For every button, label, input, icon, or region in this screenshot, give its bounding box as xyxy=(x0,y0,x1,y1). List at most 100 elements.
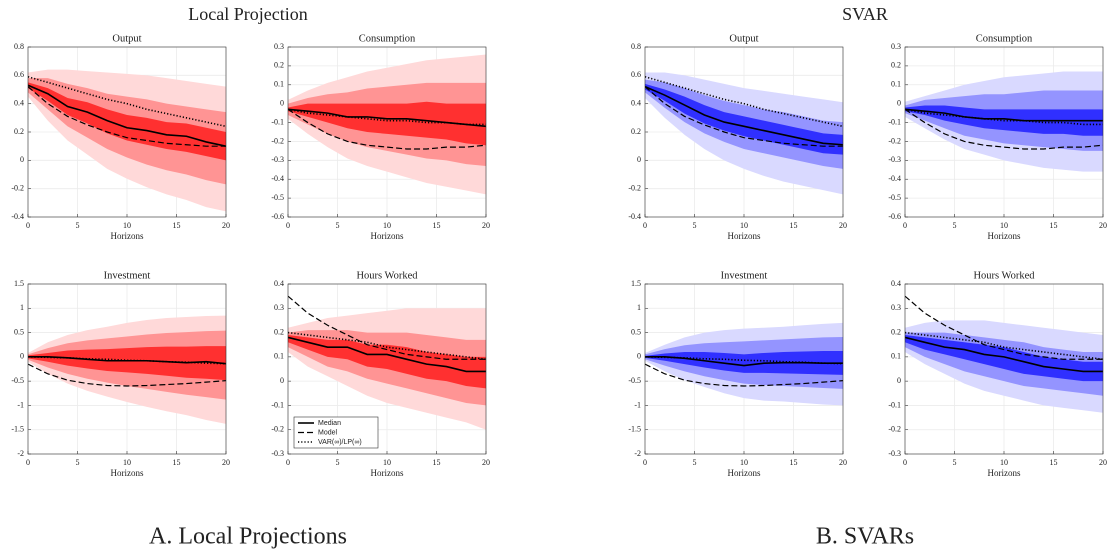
y-tick-label: -0.6 xyxy=(271,212,284,221)
y-tick-label: 0.5 xyxy=(14,327,24,336)
y-tick-label: 0 xyxy=(897,98,901,107)
subplot-title: Consumption xyxy=(359,33,416,44)
x-tick-label: 0 xyxy=(286,458,290,467)
y-tick-label: -0.3 xyxy=(888,449,901,458)
line xyxy=(28,84,226,147)
line xyxy=(905,336,1103,373)
y-tick-label: -0.3 xyxy=(271,155,284,164)
line xyxy=(905,108,1103,126)
x-tick-label: 5 xyxy=(76,458,80,467)
legend-label: Model xyxy=(318,429,338,436)
x-tick-label: 0 xyxy=(26,458,30,467)
line xyxy=(288,336,486,373)
x-tick-label: 0 xyxy=(643,458,647,467)
y-tick-label: 0.4 xyxy=(631,98,641,107)
line xyxy=(905,108,1103,150)
y-tick-label: -0.4 xyxy=(628,212,641,221)
plot-content xyxy=(288,295,486,430)
line xyxy=(288,331,486,361)
plot-content xyxy=(28,315,226,424)
line xyxy=(28,86,226,147)
band xyxy=(905,335,1103,382)
x-tick-label: 20 xyxy=(839,458,847,467)
x-axis-label: Horizons xyxy=(728,468,761,478)
line xyxy=(645,75,843,128)
x-tick-label: 5 xyxy=(336,458,340,467)
subplot: -0.6 -0.5 -0.4 -0.3 -0.2 -0.1 0 0.1 0.2 0.3 0 5 10 15… xyxy=(888,33,1107,241)
line xyxy=(288,295,486,360)
x-tick-label: 10 xyxy=(1000,458,1008,467)
line xyxy=(28,363,226,387)
y-tick-label: -0.4 xyxy=(271,174,284,183)
x-tick-label: 20 xyxy=(1099,221,1107,230)
subplot: -0.6 -0.5 -0.4 -0.3 -0.2 -0.1 0 0.1 0.2 0.3 0 5 10 15… xyxy=(271,33,490,241)
group-caption: B. SVARs xyxy=(816,524,914,550)
y-tick-label: 0 xyxy=(897,376,901,385)
subplot-title: Output xyxy=(112,33,141,44)
x-tick-label: 15 xyxy=(1050,221,1058,230)
y-tick-label: 0.4 xyxy=(274,279,284,288)
x-tick-label: 15 xyxy=(433,458,441,467)
plot-content xyxy=(645,72,843,195)
band xyxy=(288,335,486,389)
subplot-title: Consumption xyxy=(976,33,1033,44)
x-tick-label: 5 xyxy=(336,221,340,230)
x-axis-label: Horizons xyxy=(988,231,1021,241)
x-tick-label: 15 xyxy=(173,458,181,467)
band xyxy=(645,351,843,375)
x-tick-label: 0 xyxy=(26,221,30,230)
subplot-title: Hours Worked xyxy=(356,270,418,281)
subplot-title: Investment xyxy=(104,270,151,281)
line xyxy=(905,331,1103,361)
x-tick-label: 5 xyxy=(693,458,697,467)
line xyxy=(645,86,843,147)
line xyxy=(288,108,486,126)
line xyxy=(288,108,486,150)
plot-content xyxy=(28,69,226,212)
y-tick-label: -0.3 xyxy=(888,155,901,164)
axes-frame xyxy=(287,283,487,455)
y-tick-label: -0.5 xyxy=(271,193,284,202)
y-tick-label: -0.6 xyxy=(888,212,901,221)
y-tick-label: -0.3 xyxy=(271,449,284,458)
y-tick-label: -0.1 xyxy=(888,400,901,409)
y-tick-label: 0.3 xyxy=(891,303,901,312)
y-tick-label: 0.1 xyxy=(274,352,284,361)
y-tick-label: 1 xyxy=(637,303,641,312)
y-tick-label: 0.1 xyxy=(274,80,284,89)
x-tick-label: 5 xyxy=(953,221,957,230)
axes-frame xyxy=(644,46,844,218)
x-tick-label: 15 xyxy=(790,458,798,467)
line xyxy=(905,108,1103,122)
y-tick-label: -0.5 xyxy=(628,376,641,385)
y-tick-label: 0.4 xyxy=(14,98,24,107)
x-axis-label: Horizons xyxy=(988,468,1021,478)
x-axis-label: Horizons xyxy=(371,231,404,241)
y-tick-label: -0.5 xyxy=(11,376,24,385)
plot-content xyxy=(905,295,1103,413)
y-tick-label: -1 xyxy=(17,400,24,409)
subplot-title: Hours Worked xyxy=(973,270,1035,281)
x-tick-label: 20 xyxy=(482,221,490,230)
x-tick-label: 5 xyxy=(76,221,80,230)
x-tick-label: 10 xyxy=(740,458,748,467)
axes-frame xyxy=(27,46,227,218)
x-tick-label: 5 xyxy=(953,458,957,467)
x-axis-label: Horizons xyxy=(111,231,144,241)
y-tick-label: 0 xyxy=(280,98,284,107)
subplot: -0.3 -0.2 -0.1 0 0.1 0.2 0.3 0.4 0 5 10 15 20 Hours W… xyxy=(271,270,490,478)
y-tick-label: 0.2 xyxy=(14,127,24,136)
x-tick-label: 0 xyxy=(643,221,647,230)
y-tick-label: 0 xyxy=(20,155,24,164)
x-tick-label: 15 xyxy=(1050,458,1058,467)
line xyxy=(905,295,1103,360)
subplot: -2 -1.5 -1 -0.5 0 0.5 1 1.5 0 5 10 15 20 Investment Ho… xyxy=(628,270,847,478)
plot-content xyxy=(645,322,843,406)
y-tick-label: 0.4 xyxy=(891,279,901,288)
y-tick-label: 0 xyxy=(280,376,284,385)
y-tick-label: 0.2 xyxy=(891,327,901,336)
y-tick-label: -0.1 xyxy=(271,117,284,126)
legend-label: VAR(∞)/LP(∞) xyxy=(318,439,362,446)
line xyxy=(28,356,226,365)
line xyxy=(645,363,843,387)
